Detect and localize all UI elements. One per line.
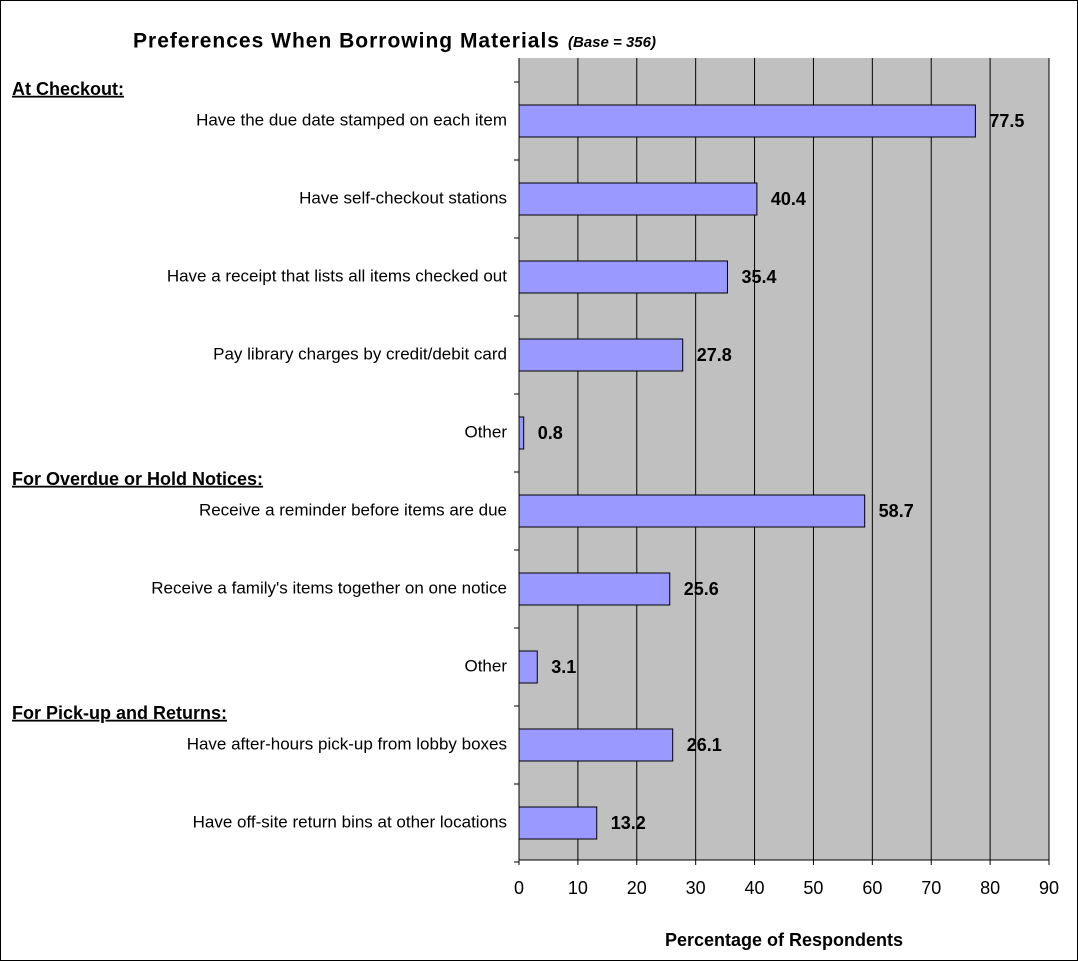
y-tick-label: Have self-checkout stations [299, 188, 507, 207]
bar [518, 182, 758, 216]
x-tick-label: 20 [627, 878, 647, 898]
y-tick-label: Have a receipt that lists all items chec… [167, 266, 507, 285]
y-tick-label: Have the due date stamped on each item [196, 110, 507, 129]
y-tick-label: Have after-hours pick-up from lobby boxe… [187, 734, 507, 753]
chart-subtitle: (Base = 356) [568, 34, 656, 51]
bar [518, 572, 671, 606]
value-label: 27.8 [697, 345, 732, 365]
value-label: 77.5 [989, 111, 1024, 131]
bar [518, 338, 684, 372]
group-heading: For Pick-up and Returns: [12, 703, 227, 723]
x-tick-label: 50 [803, 878, 823, 898]
x-tick-label: 80 [980, 878, 1000, 898]
x-tick-label: 60 [862, 878, 882, 898]
group-heading: For Overdue or Hold Notices: [12, 469, 263, 489]
group-heading: At Checkout: [12, 79, 124, 99]
x-tick-label: 90 [1039, 878, 1059, 898]
x-tick-label: 30 [686, 878, 706, 898]
x-axis-label: Percentage of Respondents [665, 930, 903, 950]
value-label: 40.4 [771, 189, 806, 209]
bar [518, 806, 598, 840]
bar [518, 650, 538, 684]
x-tick-label: 0 [514, 878, 524, 898]
y-tick-label: Receive a reminder before items are due [199, 500, 507, 519]
bar [518, 104, 976, 138]
bar [518, 260, 728, 294]
value-label: 25.6 [684, 579, 719, 599]
y-tick-label: Other [464, 422, 507, 441]
y-tick-label: Have off-site return bins at other locat… [193, 812, 507, 831]
y-tick-label: Other [464, 656, 507, 675]
bar [518, 494, 866, 528]
chart-title: Preferences When Borrowing Materials [133, 30, 560, 53]
x-tick-label: 10 [568, 878, 588, 898]
value-label: 0.8 [538, 423, 563, 443]
value-label: 58.7 [879, 501, 914, 521]
x-tick-label: 40 [745, 878, 765, 898]
y-tick-label: Receive a family's items together on one… [151, 578, 507, 597]
value-label: 3.1 [551, 657, 576, 677]
value-label: 13.2 [611, 813, 646, 833]
value-label: 26.1 [687, 735, 722, 755]
value-label: 35.4 [741, 267, 776, 287]
bar [518, 728, 674, 762]
x-tick-label: 70 [921, 878, 941, 898]
bar [518, 416, 525, 450]
y-tick-label: Pay library charges by credit/debit card [213, 344, 507, 363]
